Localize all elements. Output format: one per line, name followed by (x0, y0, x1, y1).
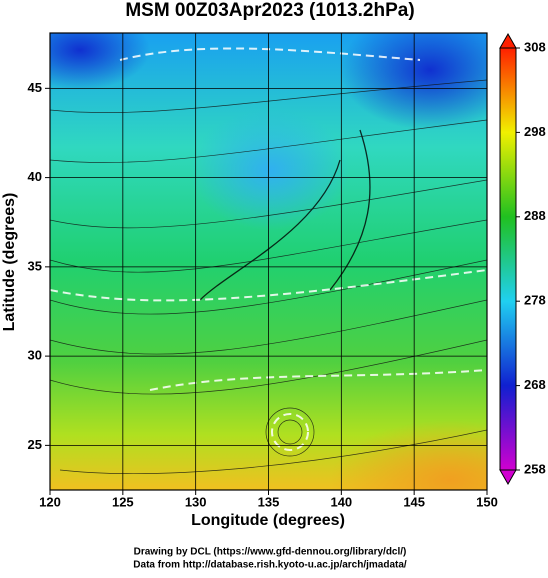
y-tick-label: 40 (28, 169, 42, 184)
colorbar-tick-label: 288 (524, 208, 546, 223)
colorbar-tick-label: 268 (524, 377, 546, 392)
x-tick-label: 130 (185, 494, 207, 509)
x-tick-label: 135 (258, 494, 280, 509)
title: MSM 00Z03Apr2023 (1013.2hPa) (125, 0, 414, 21)
x-tick-label: 140 (330, 494, 352, 509)
y-tick-label: 30 (28, 348, 42, 363)
y-tick-label: 45 (28, 80, 42, 95)
x-axis-label: Longitude (degrees) (191, 512, 345, 529)
field (50, 33, 487, 490)
x-tick-label: 145 (403, 494, 425, 509)
x-tick-label: 120 (39, 494, 61, 509)
colorbar-tick-label: 278 (524, 293, 546, 308)
y-tick-label: 35 (28, 258, 42, 273)
colorbar-max-arrow (499, 32, 517, 49)
colorbar (499, 47, 517, 471)
y-tick-label: 25 (28, 437, 42, 452)
colorbar-tick-label: 258 (524, 461, 546, 476)
colorbar-tick-label: 298 (524, 124, 546, 139)
credit: Data from http://database.rish.kyoto-u.a… (133, 560, 407, 571)
x-tick-label: 125 (112, 494, 134, 509)
colorbar-tick-label: 308 (524, 39, 546, 54)
credit: Drawing by DCL (https://www.gfd-dennou.o… (134, 547, 407, 558)
colorbar-min-arrow (499, 469, 517, 486)
y-axis-label: Latitude (degrees) (1, 193, 18, 332)
x-tick-label: 150 (476, 494, 498, 509)
